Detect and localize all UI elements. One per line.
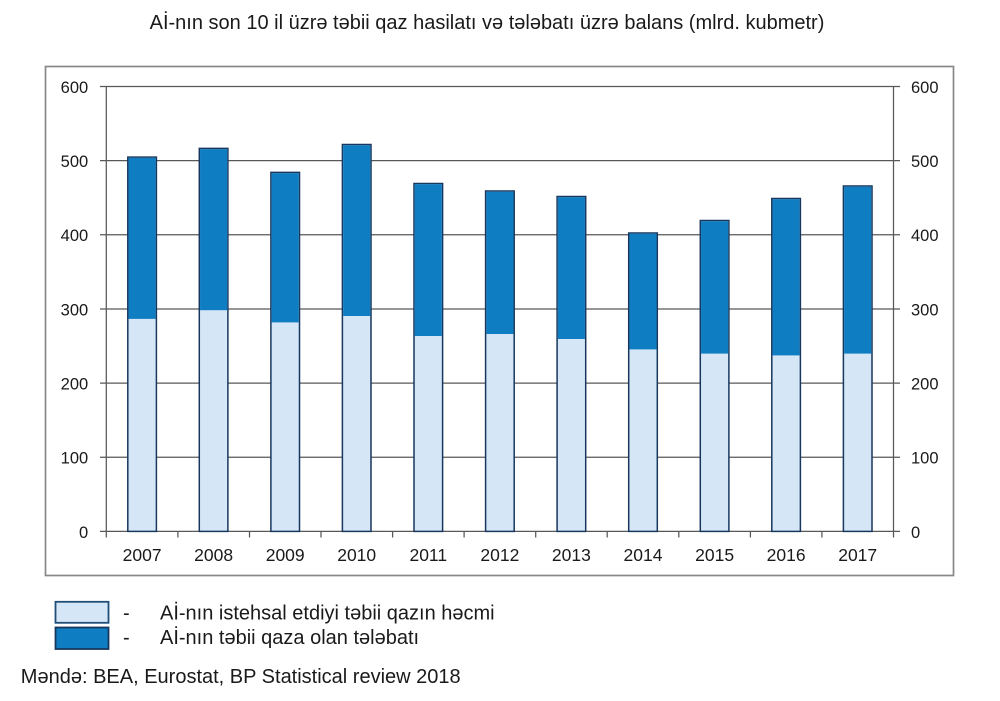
svg-text:2011: 2011: [409, 545, 447, 565]
svg-text:200: 200: [61, 376, 89, 394]
svg-text:Aİ-nın son 10 il üzrə təbii qa: Aİ-nın son 10 il üzrə təbii qaz hasilatı…: [150, 11, 825, 34]
svg-text:-: -: [123, 603, 130, 625]
svg-text:200: 200: [911, 376, 939, 394]
svg-text:Məndə: BEA, Eurostat, BP Stati: Məndə: BEA, Eurostat, BP Statistical rev…: [21, 666, 461, 688]
svg-text:600: 600: [911, 79, 939, 97]
svg-text:Aİ-nın təbii qaza olan tələbat: Aİ-nın təbii qaza olan tələbatı: [160, 626, 419, 649]
svg-text:100: 100: [911, 450, 939, 468]
svg-text:500: 500: [61, 153, 89, 171]
svg-text:300: 300: [61, 301, 89, 319]
svg-text:0: 0: [911, 524, 920, 542]
svg-text:Aİ-nın istehsal etdiyi təbii q: Aİ-nın istehsal etdiyi təbii qazın həcmi: [160, 602, 495, 625]
svg-text:2013: 2013: [552, 545, 591, 565]
svg-text:0: 0: [79, 524, 88, 542]
svg-text:2008: 2008: [194, 545, 233, 565]
svg-text:2014: 2014: [624, 545, 663, 565]
svg-text:2016: 2016: [767, 545, 806, 565]
svg-text:-: -: [123, 627, 130, 649]
svg-text:100: 100: [61, 450, 89, 468]
svg-text:400: 400: [61, 227, 89, 245]
svg-text:2017: 2017: [838, 545, 877, 565]
svg-text:2010: 2010: [337, 545, 376, 565]
svg-text:2007: 2007: [123, 545, 162, 565]
svg-text:2009: 2009: [266, 545, 305, 565]
svg-text:300: 300: [911, 301, 939, 319]
svg-text:500: 500: [911, 153, 939, 171]
svg-text:2015: 2015: [695, 545, 734, 565]
svg-text:2012: 2012: [480, 545, 519, 565]
svg-text:600: 600: [61, 79, 89, 97]
svg-text:400: 400: [911, 227, 939, 245]
